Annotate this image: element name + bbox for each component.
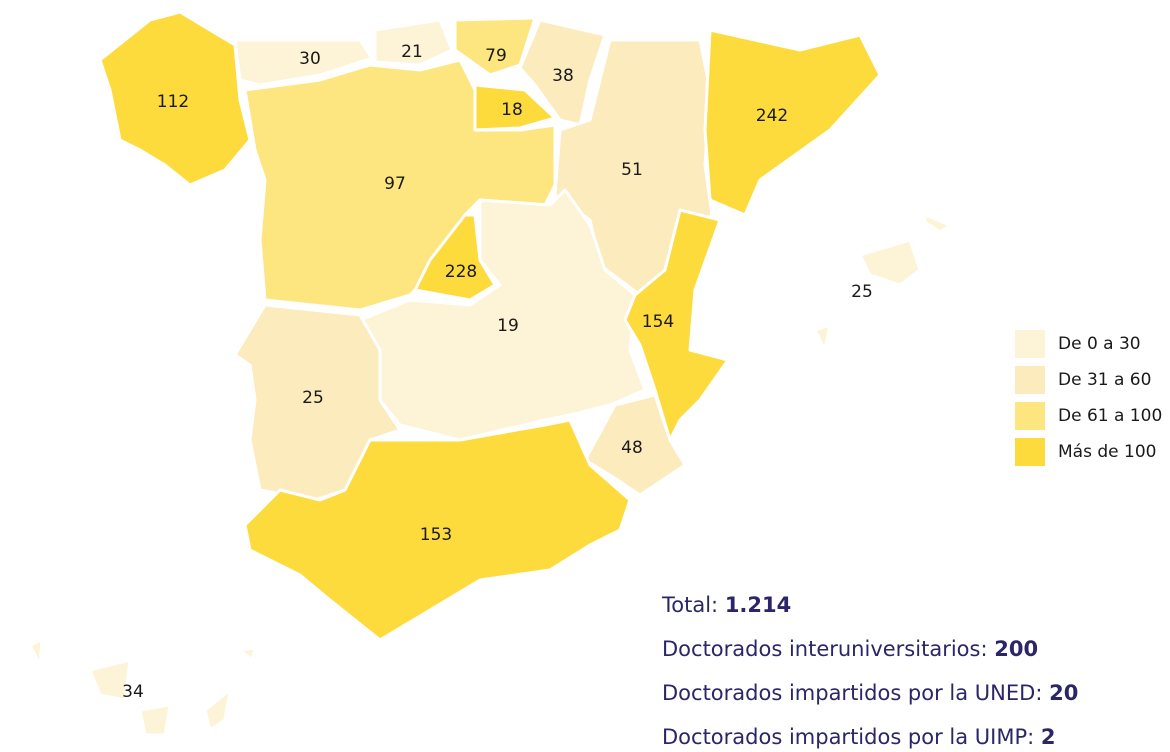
region <box>813 213 952 352</box>
legend-swatch <box>1015 402 1045 430</box>
legend-label: De 61 a 100 <box>1058 406 1162 426</box>
region-label: 34 <box>122 682 144 702</box>
region-label: 48 <box>621 438 643 458</box>
region <box>453 16 537 77</box>
stat-line: Doctorados impartidos por la UIMP: 2 <box>662 725 1056 749</box>
region-label: 154 <box>642 312 674 332</box>
region <box>28 638 257 737</box>
legend-swatch <box>1015 330 1045 358</box>
stat-label: Total: <box>661 593 718 617</box>
stat-value: 200 <box>994 637 1038 661</box>
region-label: 153 <box>420 525 452 545</box>
legend-label: De 0 a 30 <box>1058 334 1141 354</box>
stat-line: Doctorados interuniversitarios: 200 <box>662 637 1038 661</box>
region <box>703 28 882 217</box>
region-label: 19 <box>497 316 519 336</box>
legend-label: Más de 100 <box>1058 442 1156 462</box>
stat-line: Doctorados impartidos por la UNED: 20 <box>662 681 1078 705</box>
region-label: 21 <box>401 42 423 62</box>
region-label: 25 <box>851 282 873 302</box>
region-label: 97 <box>384 174 406 194</box>
stat-label: Doctorados impartidos por la UNED: <box>662 681 1042 705</box>
region-label: 18 <box>501 100 523 120</box>
region <box>243 418 632 642</box>
legend-label: De 31 a 60 <box>1058 370 1151 390</box>
region <box>413 213 497 302</box>
region-label: 228 <box>445 262 477 282</box>
legend-swatch <box>1015 438 1045 466</box>
region-label: 112 <box>157 92 189 112</box>
region-label: 30 <box>299 49 321 69</box>
stat-label: Doctorados impartidos por la UIMP: <box>662 725 1034 749</box>
region <box>233 38 374 87</box>
region <box>358 188 647 442</box>
region <box>373 18 454 67</box>
region-label: 242 <box>756 106 788 126</box>
stat-line: Total: 1.214 <box>661 593 791 617</box>
legend-swatch <box>1015 366 1045 394</box>
stat-value: 20 <box>1049 681 1078 705</box>
stat-value: 2 <box>1041 725 1056 749</box>
region <box>623 208 730 442</box>
region <box>518 18 607 127</box>
region-label: 38 <box>552 66 574 86</box>
region-label: 51 <box>621 160 643 180</box>
stat-label: Doctorados interuniversitarios: <box>662 637 988 661</box>
stat-value: 1.214 <box>725 593 791 617</box>
region-label: 79 <box>485 46 507 66</box>
region-label: 25 <box>302 388 324 408</box>
